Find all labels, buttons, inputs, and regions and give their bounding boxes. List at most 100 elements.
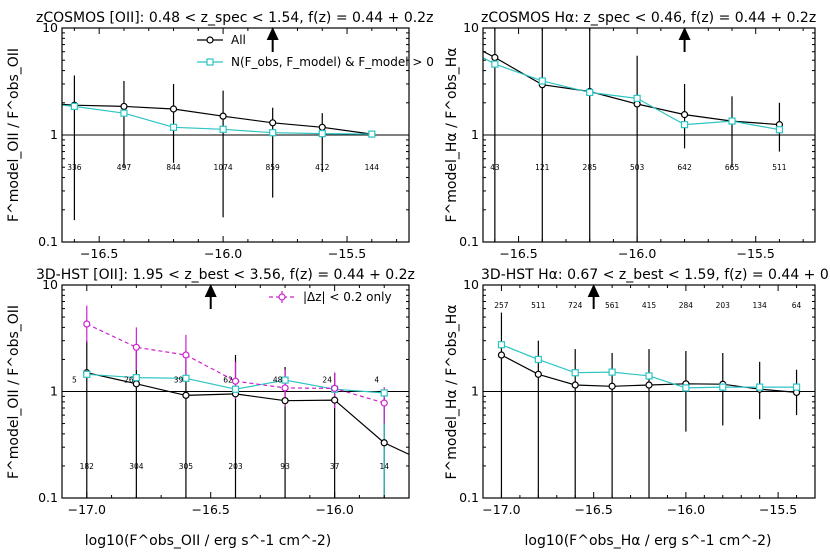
y-tick-label: 1 bbox=[471, 127, 479, 142]
data-point bbox=[680, 121, 689, 129]
data-point bbox=[318, 130, 326, 138]
count-annotation: 203 bbox=[228, 462, 243, 471]
x-tick-label: −15.5 bbox=[328, 246, 366, 261]
panel-3dhst-halpha: 3D-HST Hα: 0.67 < z_best < 1.59, f(z) = … bbox=[444, 267, 830, 549]
data-point bbox=[83, 320, 91, 328]
data-point bbox=[680, 111, 689, 119]
count-annotation: 182 bbox=[80, 462, 95, 471]
plot-area: 257 511 724 561 415 284 203 134 64 −17.0 −16.5 −16.… bbox=[459, 277, 816, 517]
data-point bbox=[70, 102, 78, 111]
count-annotation: 665 bbox=[725, 163, 740, 172]
data-point bbox=[497, 351, 506, 359]
data-point bbox=[368, 130, 376, 138]
count-annotation: 1074 bbox=[214, 163, 233, 172]
data-point bbox=[756, 383, 764, 391]
count-annotation: 844 bbox=[166, 163, 181, 172]
data-point bbox=[534, 355, 542, 364]
data-point bbox=[169, 123, 178, 131]
y-axis-label: F^model_OII / F^obs_OII bbox=[6, 305, 22, 479]
x-axis-label: log10(F^obs_OII / erg s^-1 cm^-2) bbox=[85, 533, 331, 549]
data-point bbox=[182, 391, 190, 399]
count-annotation: 144 bbox=[365, 163, 380, 172]
x-tick-label: −16.0 bbox=[618, 246, 656, 261]
x-tick-label: −16.5 bbox=[192, 502, 230, 517]
data-point bbox=[281, 376, 289, 384]
plot-content bbox=[497, 312, 801, 498]
y-tick-label: 1 bbox=[471, 384, 479, 399]
arrow-head bbox=[266, 27, 279, 40]
data-point bbox=[169, 105, 178, 113]
data-point bbox=[281, 397, 289, 405]
panel-title: 3D-HST [OII]: 1.95 < z_best < 3.56, f(z)… bbox=[36, 267, 415, 283]
data-point bbox=[608, 368, 616, 376]
legend-swatch-marker bbox=[278, 293, 286, 301]
data-point bbox=[231, 385, 240, 393]
count-annotation: 285 bbox=[583, 163, 598, 172]
data-point bbox=[571, 381, 579, 389]
data-point bbox=[269, 119, 277, 127]
y-tick-label: 0.1 bbox=[459, 234, 479, 249]
count-annotation: 415 bbox=[642, 301, 657, 310]
x-tick-label: −16.5 bbox=[499, 246, 537, 261]
plot-area: 336 497 844 1074 859 412 144 −16.5 −16.0 −15.5 0.1… bbox=[38, 20, 434, 261]
count-annotation: 497 bbox=[117, 163, 132, 172]
legend-label: |Δz| < 0.2 only bbox=[303, 290, 392, 304]
panel-zcosmos-halpha: zCOSMOS Hα: z_spec < 0.46, f(z) = 0.44 +… bbox=[444, 10, 816, 261]
count-annotation: 134 bbox=[753, 301, 768, 310]
series-line bbox=[62, 104, 372, 135]
count-annotation: 336 bbox=[67, 163, 82, 172]
panel-title: 3D-HST Hα: 0.67 < z_best < 1.59, f(z) = … bbox=[481, 267, 830, 283]
plot-content bbox=[83, 305, 409, 498]
data-point bbox=[728, 117, 736, 125]
data-point bbox=[645, 381, 653, 389]
plot-content bbox=[483, 28, 784, 242]
count-annotation: 64 bbox=[792, 301, 802, 310]
panel-3dhst-oii: 3D-HST [OII]: 1.95 < z_best < 3.56, f(z)… bbox=[6, 267, 415, 549]
data-point bbox=[792, 383, 801, 391]
y-tick-label: 10 bbox=[42, 277, 58, 292]
series-line bbox=[86, 372, 409, 456]
count-annotation: 511 bbox=[531, 301, 546, 310]
count-annotation: 305 bbox=[179, 462, 194, 471]
count-annotation: 48 bbox=[273, 375, 283, 384]
x-tick-label: −15.5 bbox=[737, 246, 775, 261]
legend: |Δz| < 0.2 only bbox=[269, 290, 392, 304]
data-point bbox=[281, 384, 289, 392]
data-point bbox=[132, 343, 140, 351]
count-annotation: 37 bbox=[330, 462, 340, 471]
plot-area: 43 121 285 503 642 665 511 −16.5 −16.0 −15.5 0.1 1 1… bbox=[459, 20, 816, 261]
legend-swatch-marker bbox=[206, 58, 214, 66]
data-point bbox=[331, 396, 339, 404]
data-point bbox=[182, 374, 190, 382]
y-tick-label: 0.1 bbox=[38, 490, 58, 505]
data-point bbox=[538, 77, 546, 85]
data-point bbox=[380, 389, 388, 397]
plot-area: 182 304 305 203 93 37 14 5 26 39 62 48 24 4 −17.0 −16.5… bbox=[38, 277, 410, 517]
count-annotation: 24 bbox=[322, 375, 332, 384]
data-point bbox=[132, 374, 140, 382]
x-axis-label: log10(F^obs_Hα / erg s^-1 cm^-2) bbox=[525, 533, 772, 549]
x-tick-label: −17.0 bbox=[482, 502, 520, 517]
data-point bbox=[645, 372, 653, 380]
y-axis-label: F^model_OII / F^obs_OII bbox=[6, 48, 22, 222]
x-tick-label: −16.0 bbox=[315, 502, 353, 517]
y-tick-label: 10 bbox=[463, 277, 479, 292]
data-point bbox=[719, 383, 727, 391]
data-point bbox=[269, 129, 277, 137]
data-point bbox=[633, 94, 641, 102]
count-annotation: 561 bbox=[605, 301, 620, 310]
series-line bbox=[483, 56, 780, 131]
arrow-head bbox=[587, 284, 600, 297]
data-point bbox=[182, 351, 190, 359]
data-point bbox=[682, 384, 690, 392]
y-tick-label: 10 bbox=[42, 20, 58, 35]
arrow-head bbox=[204, 284, 217, 297]
series-line bbox=[483, 50, 780, 126]
panel-title: zCOSMOS [OII]: 0.48 < z_spec < 1.54, f(z… bbox=[36, 10, 433, 26]
y-tick-label: 0.1 bbox=[459, 490, 479, 505]
x-tick-label: −15.5 bbox=[759, 502, 797, 517]
y-axis-label: F^model_Hα / F^obs_Hα bbox=[444, 47, 460, 222]
legend-label: N(F_obs, F_model) & F_model > 0 bbox=[231, 55, 434, 69]
data-point bbox=[491, 53, 499, 62]
